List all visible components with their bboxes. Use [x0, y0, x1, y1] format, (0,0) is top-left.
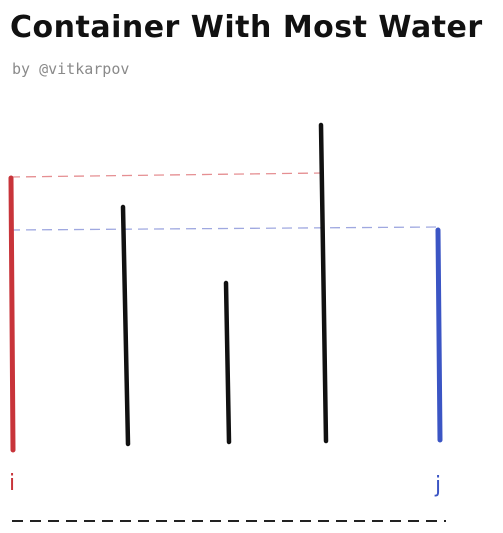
bar-3 — [223, 280, 232, 445]
page-title: Container With Most Water — [10, 10, 483, 45]
bar-4 — [318, 122, 329, 444]
bar-i — [8, 175, 16, 453]
pointer-label-i: i — [9, 471, 15, 496]
right-height-guide — [9, 226, 441, 231]
bar-j — [435, 227, 443, 443]
pointer-label-j: j — [434, 473, 441, 498]
bar-2 — [120, 204, 131, 447]
author-byline: by @vitkarpov — [12, 60, 130, 78]
left-height-guide — [9, 172, 323, 178]
